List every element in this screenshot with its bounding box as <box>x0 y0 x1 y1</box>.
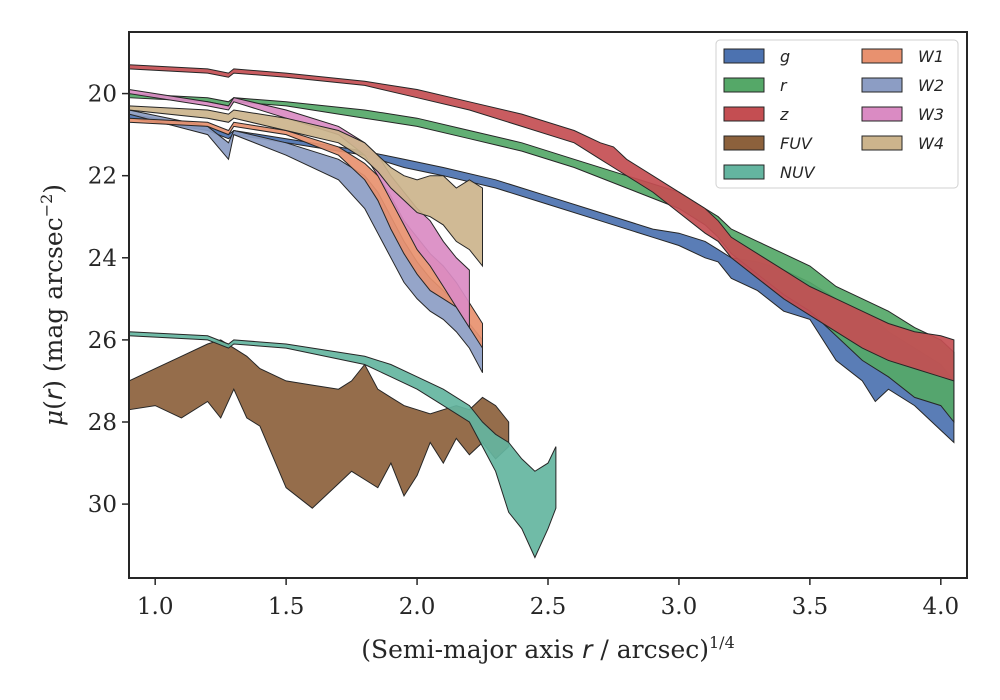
legend-label-r: r <box>780 76 788 95</box>
band-z <box>128 64 955 382</box>
x-tick-label: 1.0 <box>137 594 174 620</box>
band-w4 <box>128 105 483 268</box>
x-tick-label: 2.5 <box>530 594 567 620</box>
y-tick-label: 24 <box>88 246 117 272</box>
y-axis-label: μ(r) (mag arcsec−2) <box>37 184 68 426</box>
x-axis-ticks: 1.0 1.5 2.0 2.5 3.0 3.5 4.0 <box>137 578 959 620</box>
legend-swatch-w1 <box>861 48 903 64</box>
y-tick-label: 20 <box>88 82 117 108</box>
legend-label-fuv: FUV <box>780 134 813 153</box>
legend-label-w2: W2 <box>918 76 944 95</box>
x-tick-label: 3.5 <box>792 594 829 620</box>
legend-label-w3: W3 <box>918 105 944 124</box>
legend-swatch-fuv <box>723 135 765 151</box>
band-w2 <box>128 109 483 373</box>
x-tick-label: 3.0 <box>661 594 698 620</box>
x-axis-label: (Semi-major axis r / arcsec)1/4 <box>361 633 735 664</box>
legend-label-g: g <box>780 47 790 66</box>
x-tick-label: 4.0 <box>923 594 960 620</box>
legend-swatch-w3 <box>861 106 903 122</box>
legend-swatch-nuv <box>723 164 765 180</box>
x-tick-label: 2.0 <box>399 594 436 620</box>
y-tick-label: 30 <box>88 492 117 518</box>
legend-label-w1: W1 <box>918 47 944 66</box>
legend-frame <box>715 39 959 189</box>
y-tick-label: 26 <box>88 328 117 354</box>
y-axis-ticks: 20 22 24 26 28 30 <box>88 82 129 518</box>
legend-label-z: z <box>779 105 789 124</box>
legend-label-w4: W4 <box>918 134 944 153</box>
legend-swatch-g <box>723 48 765 64</box>
y-tick-label: 22 <box>88 164 117 190</box>
legend: grz FUV NUV W1 W2 W3 W4 <box>715 39 959 189</box>
legend-swatch-w4 <box>861 135 903 151</box>
legend-swatch-w2 <box>861 77 903 93</box>
band-r <box>128 93 955 424</box>
legend-swatch-r <box>723 77 765 93</box>
x-tick-label: 1.5 <box>268 594 305 620</box>
y-tick-label: 28 <box>88 410 117 436</box>
legend-swatch-z <box>723 106 765 122</box>
series-layer <box>128 64 955 559</box>
band-nuv <box>128 331 557 559</box>
legend-label-nuv: NUV <box>780 163 816 182</box>
